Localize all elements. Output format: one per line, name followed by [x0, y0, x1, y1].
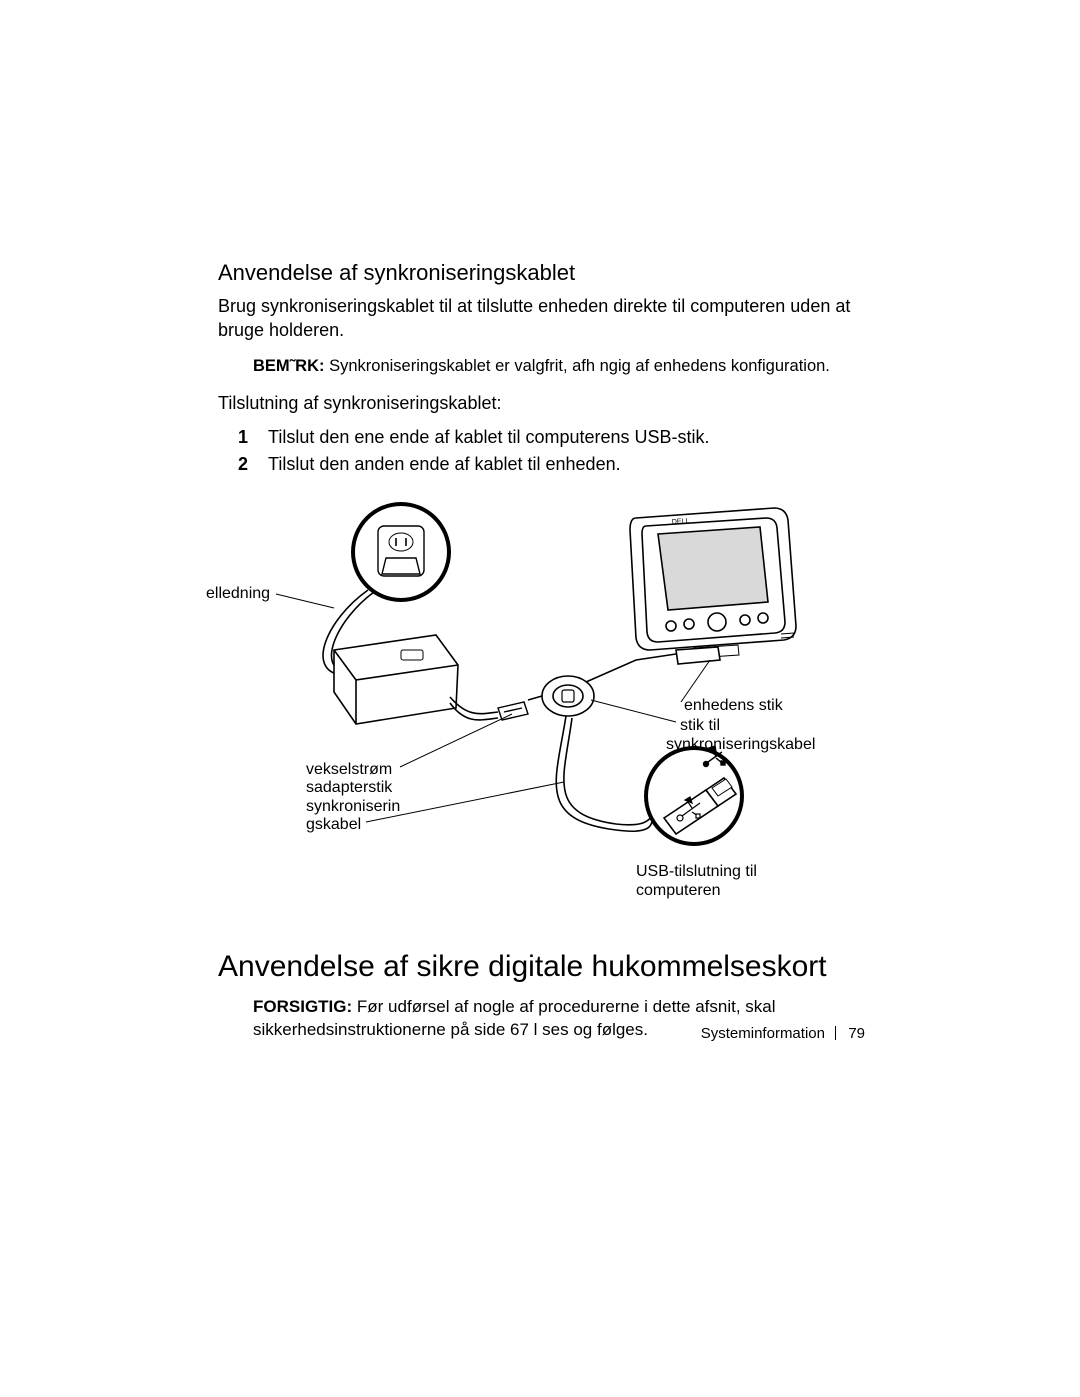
device-icon: DELL	[630, 508, 796, 658]
list-item: 2 Tilslut den anden ende af kablet til en…	[218, 451, 865, 478]
label-usb-2: computeren	[636, 881, 721, 900]
list-item: 1 Tilslut den ene ende af kablet til comp…	[218, 424, 865, 451]
barrel-plug-icon	[498, 702, 528, 720]
label-device-connector: enhedens stik	[684, 696, 783, 715]
section-heading: Anvendelse af synkroniseringskablet	[218, 260, 865, 286]
step-text: Tilslut den ene ende af kablet til compu…	[268, 427, 710, 447]
label-sync-connector-1: stik til	[680, 716, 720, 735]
connection-diagram: DELL	[206, 500, 846, 910]
note-label: BEM˜RK:	[253, 357, 325, 375]
ac-adapter-icon	[334, 635, 458, 724]
step-number: 2	[238, 451, 248, 478]
caution-label: FORSIGTIG:	[253, 997, 352, 1016]
step-number: 1	[238, 424, 248, 451]
label-sync-cable-1: synkroniserin	[306, 797, 400, 816]
adapter-cable	[450, 703, 498, 720]
label-sync-cable-2: gskabel	[306, 815, 361, 834]
note-text: Synkroniseringskablet er valgfrit, afh n…	[329, 357, 830, 375]
page-footer: Systeminformation 79	[701, 1025, 865, 1042]
usb-magnifier-icon	[644, 746, 744, 846]
label-power-cord: elledning	[206, 584, 270, 603]
manual-page: Anvendelse af synkroniseringskablet Brug…	[0, 0, 1080, 1397]
label-sync-connector-2: synkroniseringskabel	[666, 735, 815, 754]
label-usb-1: USB-tilslutning til	[636, 862, 757, 881]
section2-heading: Anvendelse af sikre digitale hukommelses…	[218, 950, 865, 984]
steps-list: 1 Tilslut den ene ende af kablet til comp…	[218, 424, 865, 478]
footer-page: 79	[848, 1025, 865, 1042]
note-block: BEM˜RK: Synkroniseringskablet er valgfri…	[253, 355, 865, 377]
step-text: Tilslut den anden ende af kablet til enh…	[268, 454, 621, 474]
footer-separator	[835, 1026, 836, 1040]
label-ac-adapter-1: vekselstrøm	[306, 760, 392, 779]
footer-label: Systeminformation	[701, 1025, 825, 1042]
connect-intro: Tilslutning af synkroniseringskablet:	[218, 393, 865, 414]
svg-text:DELL: DELL	[672, 518, 690, 526]
section-intro: Brug synkroniseringskablet til at tilslu…	[218, 294, 865, 343]
wall-plug-magnifier-icon	[351, 502, 451, 602]
label-ac-adapter-2: sadapterstik	[306, 778, 392, 797]
